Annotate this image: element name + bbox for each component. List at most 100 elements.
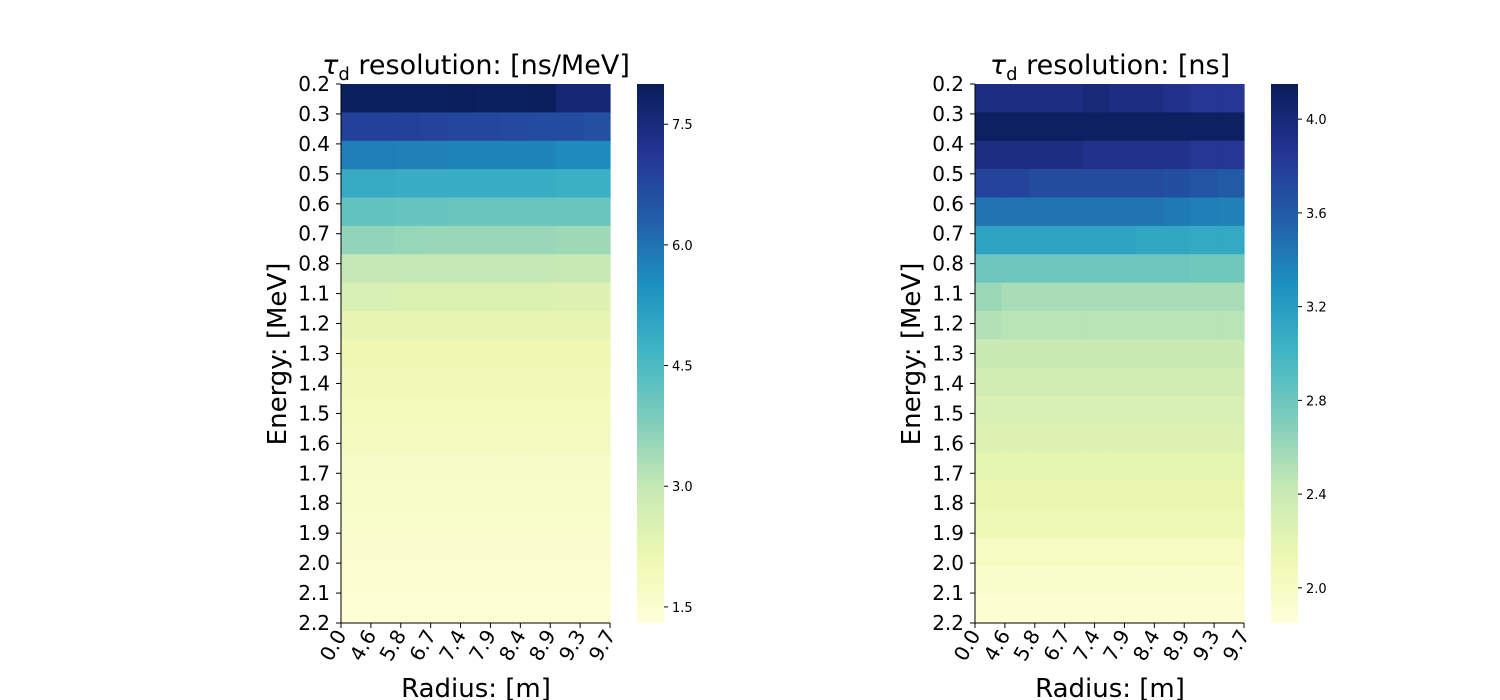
heatmap-cell [475, 84, 503, 113]
y-tick-label: 2.2 [932, 611, 964, 635]
x-tick-label: 8.9 [1158, 626, 1195, 666]
heatmap-cell [1055, 452, 1084, 482]
heatmap-cell [583, 396, 611, 426]
heatmap-cell [529, 367, 557, 397]
y-tick-label: 0.5 [932, 162, 964, 186]
heatmap-cell [394, 452, 423, 482]
heatmap-cell [1082, 396, 1111, 426]
heatmap-cell [1217, 225, 1245, 255]
heatmap-cell [556, 509, 584, 539]
heatmap-panel-ns: τd resolution: [ns] 0.20.30.40.50.60.70.… [897, 50, 1327, 700]
heatmap-cell [341, 84, 369, 113]
x-tick-label: 5.8 [374, 626, 411, 666]
heatmap-cell [448, 225, 477, 255]
heatmap-cell [367, 254, 396, 284]
heatmap-cell [583, 282, 611, 312]
heatmap-cell [1055, 197, 1084, 227]
heatmap-cell [341, 367, 369, 397]
heatmap-cell [1109, 339, 1137, 369]
y-tick-label: 1.7 [298, 461, 330, 485]
heatmap-cell [502, 566, 530, 596]
y-tick-label: 1.5 [932, 401, 964, 425]
heatmap-cell [367, 537, 396, 567]
heatmap-cell [394, 140, 423, 170]
heatmap-cell [1136, 537, 1164, 567]
heatmap-cell [1055, 310, 1084, 340]
heatmap-cell [1163, 481, 1191, 511]
heatmap-cell [1136, 566, 1164, 596]
heatmap-cell [341, 140, 369, 170]
y-tick-label: 0.5 [298, 162, 330, 186]
heatmap-cell [1217, 509, 1245, 539]
heatmap-cell [341, 225, 369, 255]
title-text: resolution: [ns] [1018, 50, 1231, 81]
heatmap-cell [341, 566, 369, 596]
heatmap-cell [529, 169, 557, 199]
heatmap-cell [394, 481, 423, 511]
heatmap-cell [529, 424, 557, 454]
heatmap-cell [1055, 566, 1084, 596]
heatmap-cell [502, 169, 530, 199]
heatmap-cell [367, 140, 396, 170]
heatmap-cell [448, 594, 477, 624]
heatmap-cell [1082, 424, 1111, 454]
heatmap-cell [1136, 481, 1164, 511]
heatmap-cell [421, 594, 450, 624]
heatmap-cell [1001, 169, 1030, 199]
heatmap-cell [448, 566, 477, 596]
heatmap-cell [1136, 282, 1164, 312]
heatmap-cell [341, 169, 369, 199]
heatmap-cell [975, 367, 1003, 397]
heatmap-cell [394, 566, 423, 596]
heatmap-cell [1217, 424, 1245, 454]
heatmap-cell [1082, 452, 1111, 482]
y-axis-ticks: 0.2 0.3 0.4 0.5 0.6 0.7 0.8 1.1 1.2 1.3 1.4 1.5 1.6 1… [932, 72, 975, 635]
heatmap-cell [1082, 367, 1111, 397]
heatmap-cell [1190, 282, 1218, 312]
heatmap-cell [1082, 225, 1111, 255]
heatmap-cell [421, 84, 450, 113]
heatmap-cell [475, 537, 503, 567]
heatmap-cell [448, 481, 477, 511]
x-tick-label: 8.4 [1128, 626, 1165, 666]
heatmap-cell [1163, 112, 1191, 142]
heatmap-cell [475, 197, 503, 227]
heatmap-cell [1217, 396, 1245, 426]
heatmap-cell [502, 367, 530, 397]
heatmap-cell [1001, 594, 1030, 624]
heatmap-cell [475, 594, 503, 624]
heatmap-cell [448, 310, 477, 340]
heatmap-cell [394, 197, 423, 227]
heatmap-cell [1136, 84, 1164, 113]
heatmap-cell [1136, 112, 1164, 142]
x-tick-label: 6.7 [404, 626, 441, 666]
heatmap-cell [1001, 225, 1030, 255]
heatmap-cell [421, 282, 450, 312]
heatmap-cell [1217, 452, 1245, 482]
x-tick-label: 9.3 [1188, 626, 1225, 666]
heatmap-cell [1217, 84, 1245, 113]
heatmap-cell [1082, 169, 1111, 199]
colorbar-tick-label: 2.8 [1306, 394, 1327, 409]
heatmap-cell [1136, 452, 1164, 482]
heatmap-cell [1190, 169, 1218, 199]
heatmap-cell [1190, 197, 1218, 227]
heatmap-cell [421, 112, 450, 142]
heatmap-cell [1190, 140, 1218, 170]
heatmap-cell [529, 112, 557, 142]
heatmap-cell [1217, 112, 1245, 142]
heatmap-cell [1136, 594, 1164, 624]
heatmap-cell [341, 197, 369, 227]
heatmap-cell [1190, 452, 1218, 482]
heatmap-cell [502, 452, 530, 482]
heatmap-cell [1163, 169, 1191, 199]
heatmap-cell [1001, 509, 1030, 539]
heatmap-cell [502, 282, 530, 312]
y-tick-label: 1.2 [298, 312, 330, 336]
heatmap-cell [1055, 594, 1084, 624]
heatmap-cell [1163, 310, 1191, 340]
heatmap-cell [1028, 254, 1057, 284]
heatmap-cell [448, 396, 477, 426]
heatmap-cell [448, 424, 477, 454]
colorbar-tick-label: 4.5 [672, 360, 693, 375]
